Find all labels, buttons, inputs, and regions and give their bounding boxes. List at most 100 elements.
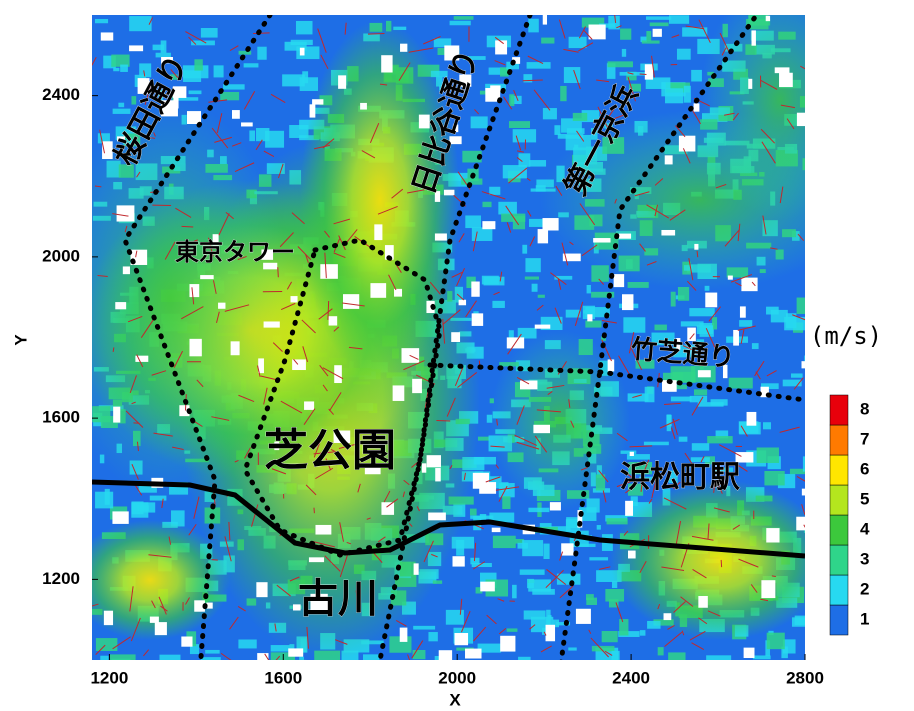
field-patch bbox=[472, 227, 493, 241]
building bbox=[123, 266, 130, 274]
building bbox=[779, 73, 793, 87]
y-tick-label: 1200 bbox=[42, 569, 80, 588]
field-patch bbox=[644, 442, 669, 446]
field-patch bbox=[502, 496, 510, 509]
building bbox=[747, 412, 757, 426]
colorbar-swatch bbox=[830, 485, 848, 515]
building bbox=[628, 551, 636, 559]
field-patch bbox=[296, 21, 313, 34]
building bbox=[520, 380, 537, 389]
annotation: 古川 bbox=[298, 576, 378, 622]
building bbox=[492, 528, 501, 532]
building bbox=[622, 294, 633, 310]
building bbox=[761, 580, 775, 598]
field-patch bbox=[619, 619, 628, 635]
field-patch bbox=[489, 187, 500, 195]
field-patch bbox=[677, 49, 691, 60]
colorbar-swatch bbox=[830, 455, 848, 485]
field-patch bbox=[804, 518, 817, 533]
field-patch bbox=[520, 569, 545, 574]
field-patch bbox=[503, 165, 527, 178]
building bbox=[343, 294, 359, 309]
field-patch bbox=[623, 317, 645, 332]
field-patch bbox=[159, 655, 180, 666]
building bbox=[802, 489, 818, 496]
x-tick-label: 1600 bbox=[264, 668, 302, 687]
field-patch bbox=[585, 321, 601, 328]
field-patch bbox=[194, 59, 202, 70]
x-tick-label: 2800 bbox=[786, 668, 824, 687]
building bbox=[766, 528, 779, 542]
field-patch bbox=[692, 443, 709, 450]
building bbox=[679, 136, 695, 152]
field-patch bbox=[201, 657, 221, 664]
colorbar-label: 5 bbox=[860, 489, 869, 508]
field-patch bbox=[543, 544, 549, 559]
building bbox=[748, 79, 752, 89]
building bbox=[374, 224, 382, 240]
building bbox=[665, 155, 673, 164]
flow-arrow bbox=[640, 74, 647, 75]
field-patch bbox=[608, 61, 633, 67]
field-patch bbox=[805, 656, 813, 665]
field-patch bbox=[752, 343, 759, 349]
field-patch bbox=[525, 258, 540, 272]
building bbox=[661, 230, 675, 236]
building bbox=[495, 40, 507, 54]
field-patch bbox=[573, 113, 587, 121]
field-patch bbox=[764, 471, 784, 485]
field-fan bbox=[50, 100, 290, 500]
field-patch bbox=[507, 628, 518, 631]
colorbar-swatch bbox=[830, 425, 848, 455]
field-patch bbox=[129, 16, 151, 31]
building bbox=[427, 455, 441, 467]
field-patch bbox=[299, 657, 304, 661]
field-patch bbox=[597, 525, 601, 530]
building bbox=[550, 502, 561, 510]
y-tick-label: 1600 bbox=[42, 408, 80, 427]
field-patch bbox=[413, 626, 435, 630]
flow-arrow bbox=[436, 420, 450, 421]
field-patch bbox=[753, 655, 771, 659]
y-tick-label: 2400 bbox=[42, 85, 80, 104]
building bbox=[264, 321, 280, 327]
field-patch bbox=[518, 657, 531, 670]
building bbox=[310, 104, 316, 117]
building bbox=[694, 103, 700, 111]
field-patch bbox=[628, 393, 649, 401]
annotation: 芝公園 bbox=[264, 425, 396, 476]
field-patch bbox=[684, 86, 691, 103]
building bbox=[472, 313, 483, 326]
building bbox=[414, 563, 419, 574]
field-patch bbox=[189, 91, 202, 95]
field-patch bbox=[482, 202, 491, 207]
building bbox=[664, 613, 672, 620]
field-patch bbox=[140, 502, 155, 512]
field-patch bbox=[783, 639, 796, 653]
field-patch bbox=[300, 77, 318, 91]
building bbox=[587, 314, 592, 321]
field-patch bbox=[96, 638, 117, 651]
field-patch bbox=[523, 74, 532, 82]
building bbox=[543, 218, 559, 230]
building bbox=[370, 283, 386, 298]
field-patch bbox=[642, 40, 660, 43]
field-patch bbox=[454, 16, 474, 20]
building bbox=[589, 25, 606, 40]
building bbox=[465, 649, 481, 659]
field-patch bbox=[646, 16, 671, 19]
building bbox=[189, 339, 201, 356]
building bbox=[101, 32, 113, 40]
field-patch bbox=[757, 448, 779, 463]
field-patch bbox=[529, 160, 546, 167]
building bbox=[309, 557, 324, 562]
building bbox=[231, 341, 240, 355]
building bbox=[232, 110, 240, 119]
flow-arrow bbox=[328, 301, 329, 320]
flow-arrow bbox=[113, 347, 114, 351]
x-tick-label: 2000 bbox=[438, 668, 476, 687]
building bbox=[360, 103, 367, 110]
building bbox=[291, 296, 298, 302]
building bbox=[422, 463, 426, 472]
field-patch bbox=[296, 46, 319, 59]
